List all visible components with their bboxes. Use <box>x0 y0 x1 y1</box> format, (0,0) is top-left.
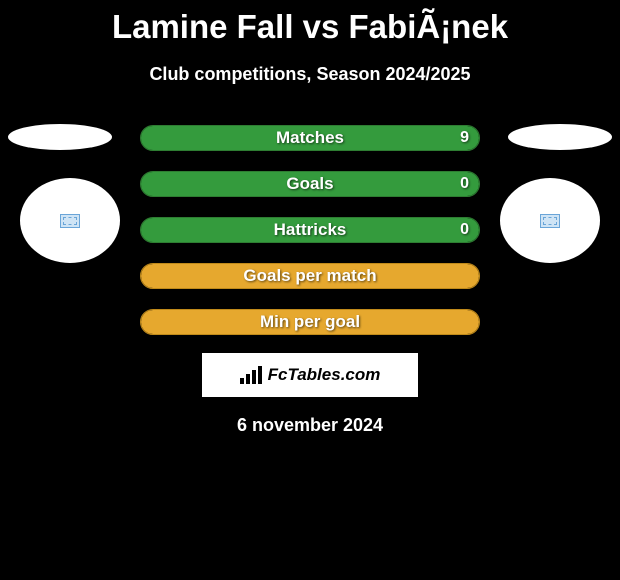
stat-row: Matches 9 <box>140 125 480 151</box>
stat-row: Hattricks 0 <box>140 217 480 243</box>
stat-label: Matches <box>276 128 344 148</box>
stat-value-right: 0 <box>460 175 469 193</box>
brand-text: FcTables.com <box>268 365 381 385</box>
player-right-oval <box>508 124 612 150</box>
brand-badge: FcTables.com <box>202 353 418 397</box>
stat-row: Min per goal <box>140 309 480 335</box>
stat-value-right: 0 <box>460 221 469 239</box>
stat-row: Goals per match <box>140 263 480 289</box>
player-left-oval <box>8 124 112 150</box>
stat-label: Min per goal <box>260 312 360 332</box>
stat-label: Goals per match <box>243 266 376 286</box>
placeholder-image-icon <box>540 214 560 228</box>
brand-chart-icon <box>240 366 262 384</box>
stat-label: Goals <box>286 174 333 194</box>
stat-value-right: 9 <box>460 129 469 147</box>
page-subtitle: Club competitions, Season 2024/2025 <box>0 64 620 85</box>
player-left-avatar <box>20 178 120 263</box>
date-label: 6 november 2024 <box>0 415 620 436</box>
stat-row: Goals 0 <box>140 171 480 197</box>
page-title: Lamine Fall vs FabiÃ¡nek <box>0 0 620 46</box>
player-right-avatar <box>500 178 600 263</box>
stat-label: Hattricks <box>274 220 347 240</box>
placeholder-image-icon <box>60 214 80 228</box>
